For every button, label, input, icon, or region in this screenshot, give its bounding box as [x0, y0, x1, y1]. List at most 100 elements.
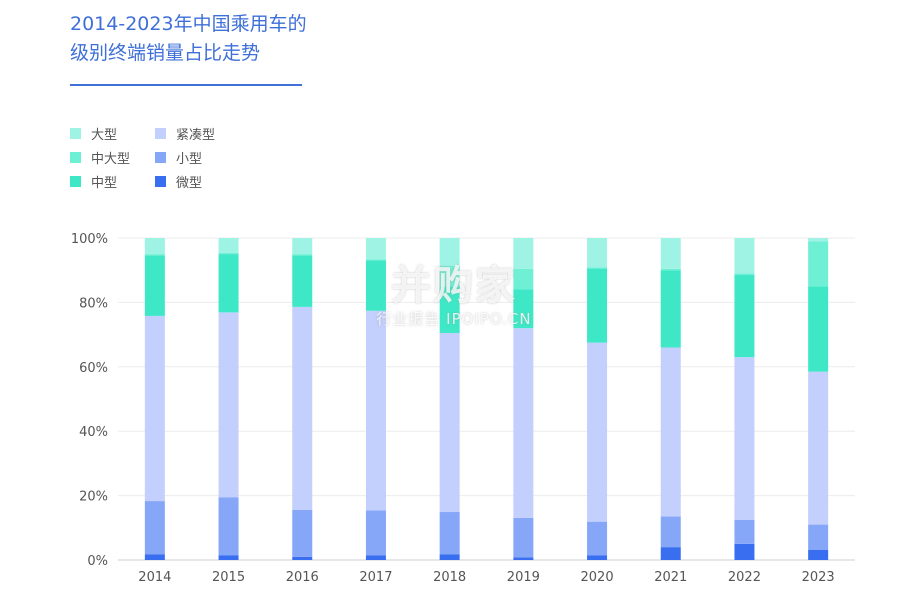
y-tick-label: 80% [79, 296, 108, 311]
x-tick-label: 2021 [654, 570, 687, 585]
bar-segment-大型-2021 [660, 238, 681, 269]
bar-segment-中型-2019 [513, 289, 534, 329]
bar-segment-大型-2019 [513, 238, 534, 269]
x-tick-label: 2018 [433, 570, 466, 585]
x-tick-label: 2017 [359, 570, 392, 585]
legend-swatch [70, 152, 81, 163]
bar-segment-中型-2015 [218, 254, 239, 313]
legend-item-紧凑型: 紧凑型 [155, 124, 215, 144]
chart-title: 2014-2023年中国乘用车的 级别终端销量占比走势 [70, 10, 330, 68]
bar-segment-中大型-2019 [513, 268, 534, 290]
bar-segment-微型-2017 [365, 555, 386, 560]
bar-segment-小型-2015 [218, 497, 239, 556]
bar-segment-中大型-2023 [808, 241, 829, 287]
bar-segment-中大型-2021 [660, 268, 681, 271]
bar-segment-小型-2014 [144, 501, 165, 555]
x-tick-label: 2016 [286, 570, 319, 585]
y-tick-label: 40% [79, 425, 108, 440]
legend-swatch [70, 176, 81, 187]
bar-segment-中型-2022 [734, 275, 755, 358]
bar-segment-中大型-2016 [292, 254, 313, 256]
bar-segment-紧凑型-2019 [513, 328, 534, 518]
chart-title-line-1: 2014-2023年中国乘用车的 [70, 13, 307, 35]
legend-label: 微型 [176, 176, 203, 191]
legend-swatch [155, 176, 166, 187]
legend-label: 大型 [91, 128, 118, 143]
x-tick-label: 2015 [212, 570, 245, 585]
bar-segment-中大型-2014 [144, 254, 165, 256]
chart-legend: 大型中大型中型 紧凑型小型微型 [70, 124, 270, 198]
bar-segment-微型-2018 [439, 554, 460, 560]
x-tick-label: 2023 [802, 570, 835, 585]
legend-swatch [155, 152, 166, 163]
bar-segment-小型-2020 [587, 521, 608, 556]
bar-segment-大型-2015 [218, 238, 239, 253]
bar-segment-紧凑型-2020 [587, 342, 608, 522]
y-tick-label: 100% [71, 232, 108, 247]
bar-segment-微型-2022 [734, 543, 755, 560]
bar-segment-微型-2021 [660, 547, 681, 560]
y-tick-label: 60% [79, 361, 108, 376]
bar-segment-紧凑型-2017 [365, 310, 386, 511]
legend-label: 紧凑型 [176, 128, 216, 143]
x-tick-label: 2022 [728, 570, 761, 585]
legend-label: 中型 [91, 176, 118, 191]
legend-item-微型: 微型 [155, 172, 202, 192]
bar-segment-紧凑型-2014 [144, 315, 165, 502]
bar-segment-小型-2019 [513, 517, 534, 558]
legend-item-中大型: 中大型 [70, 148, 130, 168]
y-tick-label: 20% [79, 490, 108, 505]
bar-segment-大型-2017 [365, 238, 386, 260]
bar-segment-中大型-2020 [587, 267, 608, 269]
bar-segment-中大型-2018 [439, 266, 460, 287]
bar-segment-紧凑型-2016 [292, 306, 313, 510]
bar-segment-微型-2015 [218, 555, 239, 560]
legend-swatch [70, 128, 81, 139]
bar-segment-中大型-2022 [734, 273, 755, 276]
bar-segment-中型-2018 [439, 286, 460, 333]
bar-segment-紧凑型-2023 [808, 371, 829, 525]
bar-segment-紧凑型-2018 [439, 332, 460, 513]
bar-segment-微型-2023 [808, 549, 829, 560]
bar-segment-中大型-2017 [365, 259, 386, 261]
bar-segment-微型-2020 [587, 555, 608, 560]
bar-segment-中型-2014 [144, 255, 165, 316]
bar-segment-微型-2019 [513, 557, 534, 560]
bar-segment-小型-2022 [734, 519, 755, 544]
legend-item-小型: 小型 [155, 148, 202, 168]
bar-segment-大型-2016 [292, 238, 313, 255]
bar-segment-中型-2016 [292, 255, 313, 307]
y-tick-label: 0% [87, 554, 108, 569]
bar-segment-小型-2018 [439, 512, 460, 555]
legend-swatch [155, 128, 166, 139]
bar-segment-大型-2014 [144, 238, 165, 255]
bar-segment-中型-2023 [808, 286, 829, 372]
bar-segment-紧凑型-2022 [734, 357, 755, 520]
x-tick-label: 2020 [581, 570, 614, 585]
bar-segment-大型-2020 [587, 238, 608, 268]
legend-label: 小型 [176, 152, 203, 167]
bar-segment-小型-2016 [292, 509, 313, 557]
bar-segment-中型-2017 [365, 260, 386, 311]
bar-segment-大型-2023 [808, 238, 829, 242]
bar-segment-中型-2021 [660, 270, 681, 348]
bar-segment-小型-2021 [660, 516, 681, 548]
legend-label: 中大型 [91, 152, 131, 167]
bar-segment-中型-2020 [587, 268, 608, 343]
bar-segment-中大型-2015 [218, 252, 239, 255]
x-tick-label: 2019 [507, 570, 540, 585]
bar-segment-小型-2017 [365, 510, 386, 556]
x-tick-label: 2014 [138, 570, 171, 585]
bar-segment-微型-2016 [292, 556, 313, 560]
legend-item-大型: 大型 [70, 124, 117, 144]
bar-segment-大型-2018 [439, 238, 460, 267]
bar-segment-微型-2014 [144, 554, 165, 560]
bar-segment-紧凑型-2015 [218, 312, 239, 498]
bar-segment-大型-2022 [734, 238, 755, 274]
bar-segment-小型-2023 [808, 524, 829, 550]
chart-title-line-2: 级别终端销量占比走势 [70, 42, 261, 64]
title-underline [70, 84, 302, 86]
bar-segment-紧凑型-2021 [660, 347, 681, 517]
legend-item-中型: 中型 [70, 172, 117, 192]
